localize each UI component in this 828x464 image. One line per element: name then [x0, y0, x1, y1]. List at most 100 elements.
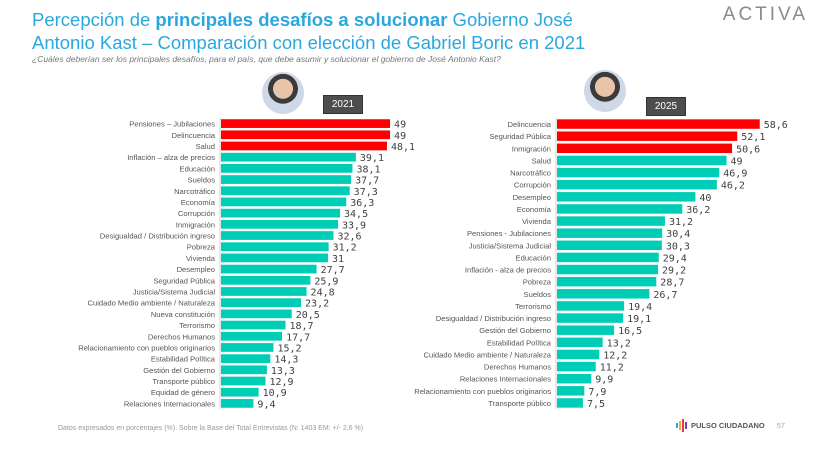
bar — [221, 242, 329, 252]
data-label: 32,6 — [337, 232, 361, 243]
pulso-ciudadano-brand: PULSO CIUDADANO 57 — [676, 419, 785, 432]
data-label: 19,1 — [627, 314, 651, 325]
bar — [557, 228, 663, 238]
bar — [221, 219, 338, 229]
data-label: 12,2 — [603, 350, 627, 361]
category-label: Economía — [181, 198, 216, 207]
data-label: 14,3 — [274, 355, 298, 366]
data-label: 49 — [394, 131, 406, 142]
data-label: 37,3 — [354, 187, 378, 198]
category-label: Narcotráfico — [174, 187, 215, 196]
bar — [557, 325, 615, 335]
category-label: Terrorismo — [515, 302, 551, 311]
data-label: 46,2 — [721, 181, 745, 192]
bar — [557, 119, 760, 129]
data-label: 29,2 — [662, 266, 686, 277]
category-label: Estabilidad Política — [151, 355, 216, 364]
data-label: 50,6 — [736, 144, 760, 155]
brand-name: PULSO CIUDADANO — [691, 421, 765, 430]
category-label: Terrorismo — [179, 321, 215, 330]
boric-photo — [262, 72, 304, 114]
bar — [557, 289, 650, 299]
category-label: Salud — [532, 156, 551, 165]
bar — [557, 143, 733, 154]
bar — [557, 301, 625, 311]
data-label: 7,9 — [588, 387, 606, 398]
bar — [221, 331, 283, 341]
data-label: 37,7 — [355, 176, 379, 187]
data-label: 52,1 — [741, 132, 765, 143]
category-label: Transporte público — [152, 377, 215, 386]
category-label: Pensiones – Jubilaciones — [129, 120, 215, 129]
category-label: Derechos Humanos — [484, 363, 551, 372]
category-label: Nueva constitución — [151, 310, 215, 319]
bar — [221, 141, 387, 151]
activa-logo: ACTIVA — [722, 4, 808, 25]
bar — [221, 130, 391, 140]
bar — [557, 349, 600, 360]
category-label: Inflación – alza de precios — [127, 153, 215, 162]
data-label: 25,9 — [314, 276, 338, 287]
year-badge-2025: 2025 — [646, 97, 686, 116]
category-label: Desigualdad / Distribución ingreso — [436, 314, 551, 323]
data-label: 16,5 — [618, 326, 642, 337]
category-label: Inflación - alza de precios — [465, 266, 551, 275]
bar — [557, 398, 583, 408]
category-label: Relaciones Internacionales — [460, 375, 551, 384]
bar — [221, 365, 267, 375]
data-label: 17,7 — [286, 332, 310, 343]
data-label: 40 — [699, 193, 711, 204]
bar — [557, 373, 592, 384]
category-label: Delincuencia — [508, 120, 552, 129]
data-label: 23,2 — [305, 299, 329, 310]
bar — [557, 361, 596, 372]
category-label: Relacionamiento con pueblos originarios — [414, 387, 551, 396]
category-label: Gestión del Gobierno — [479, 326, 551, 335]
category-label: Cuidado Medio ambiente / Naturaleza — [424, 350, 552, 359]
page-title: Percepción de principales desafíos a sol… — [32, 8, 592, 54]
bar — [557, 179, 717, 190]
bar — [221, 320, 286, 330]
data-label: 13,3 — [271, 366, 295, 377]
category-label: Gestión del Gobierno — [143, 366, 215, 375]
category-label: Desempleo — [513, 193, 551, 202]
bar — [221, 119, 391, 128]
bar — [221, 152, 356, 162]
category-label: Derechos Humanos — [148, 332, 215, 341]
data-label: 36,3 — [350, 198, 374, 209]
bar — [221, 208, 341, 218]
bar — [557, 276, 657, 287]
category-label: Desempleo — [177, 265, 215, 274]
title-bold: principales desafíos a solucionar — [155, 9, 448, 30]
bar — [557, 192, 696, 202]
footnote: Datos expresados en porcentajes (%). Sob… — [58, 425, 364, 432]
bar — [221, 164, 353, 173]
data-label: 34,5 — [344, 209, 368, 220]
bar — [557, 313, 624, 323]
data-label: 18,7 — [290, 321, 314, 332]
bar — [557, 216, 665, 226]
data-label: 38,1 — [356, 164, 380, 175]
data-label: 48,1 — [391, 142, 415, 153]
category-label: Relacionamiento con pueblos originarios — [78, 343, 215, 352]
bar — [221, 175, 352, 184]
category-label: Seguridad Pública — [489, 132, 551, 141]
category-label: Inmigración — [176, 220, 215, 229]
data-label: 19,4 — [628, 302, 652, 313]
data-label: 20,5 — [296, 310, 320, 321]
category-label: Pobreza — [187, 243, 216, 252]
bar — [221, 343, 274, 352]
category-label: Vivienda — [186, 254, 216, 263]
category-label: Narcotráfico — [510, 169, 551, 178]
category-label: Delincuencia — [172, 131, 216, 140]
data-label: 49 — [394, 120, 406, 131]
category-label: Relaciones Internacionales — [124, 399, 215, 408]
bar — [221, 231, 334, 240]
kast-photo — [584, 70, 626, 112]
category-label: Vivienda — [522, 217, 552, 226]
data-label: 31,2 — [333, 243, 357, 254]
data-label: 39,1 — [360, 153, 384, 164]
category-label: Corrupción — [178, 209, 215, 218]
bar — [221, 264, 317, 274]
